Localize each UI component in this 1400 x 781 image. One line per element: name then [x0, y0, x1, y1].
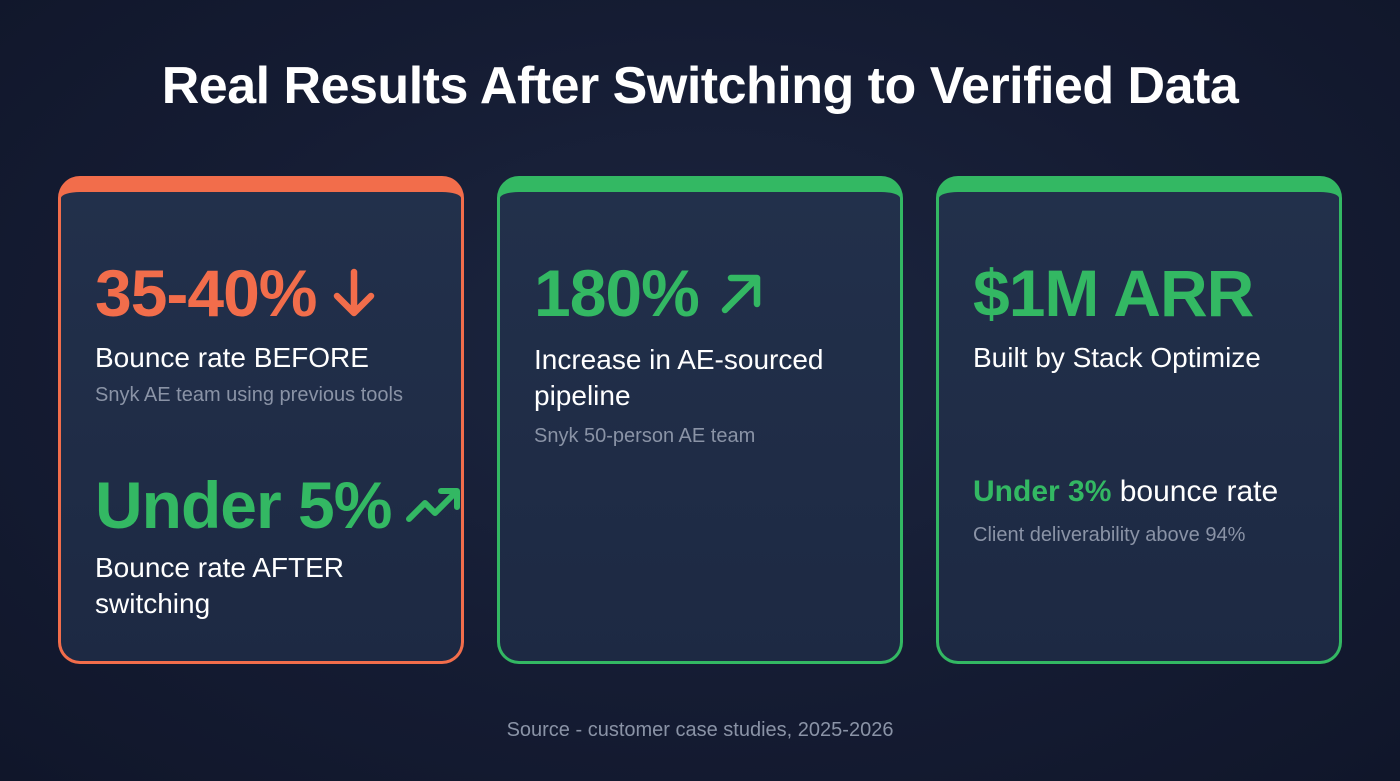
card-bounce-rate: 35-40% Bounce rate BEFORE Snyk AE team u…: [58, 176, 464, 664]
metric-value: 35-40%: [95, 256, 317, 330]
metric-arr: $1M ARR Built by Stack Optimize: [973, 260, 1319, 376]
arrow-up-right-icon: [719, 270, 765, 316]
metric-value: 180%: [534, 256, 700, 330]
arrow-down-icon: [331, 268, 377, 318]
metric-label: Built by Stack Optimize: [973, 342, 1261, 373]
metric-before: 35-40% Bounce rate BEFORE Snyk AE team u…: [95, 260, 441, 408]
metric-highlight: Under 3%: [973, 475, 1112, 508]
metric-pipeline: 180% Increase in AE-sourced pipeline Sny…: [534, 260, 880, 449]
metric-label: Bounce rate AFTER switching: [95, 552, 345, 620]
trending-up-icon: [405, 485, 461, 525]
metric-value: Under 5%: [95, 468, 392, 542]
metric-after: Under 5% Bounce rate AFTER switching: [95, 468, 461, 623]
card-arr: $1M ARR Built by Stack Optimize Under 3%…: [936, 176, 1342, 664]
page-title: Real Results After Switching to Verified…: [161, 57, 1239, 115]
card-pipeline: 180% Increase in AE-sourced pipeline Sny…: [497, 176, 903, 664]
metric-label: Increase in AE-sourced pipeline: [534, 344, 824, 412]
metric-sublabel: Snyk 50-person AE team: [534, 424, 756, 447]
metric-label: bounce rate: [1111, 475, 1279, 508]
metric-sublabel: Snyk AE team using previous tools: [95, 384, 403, 407]
metric-label: Bounce rate BEFORE: [95, 342, 369, 373]
metric-value: $1M ARR: [973, 256, 1254, 330]
metric-sublabel: Client deliverability above 94%: [973, 524, 1246, 546]
metric-deliverability: Under 3% bounce rate Client deliverabili…: [973, 474, 1319, 548]
source-footnote: Source - customer case studies, 2025-202…: [506, 719, 894, 741]
